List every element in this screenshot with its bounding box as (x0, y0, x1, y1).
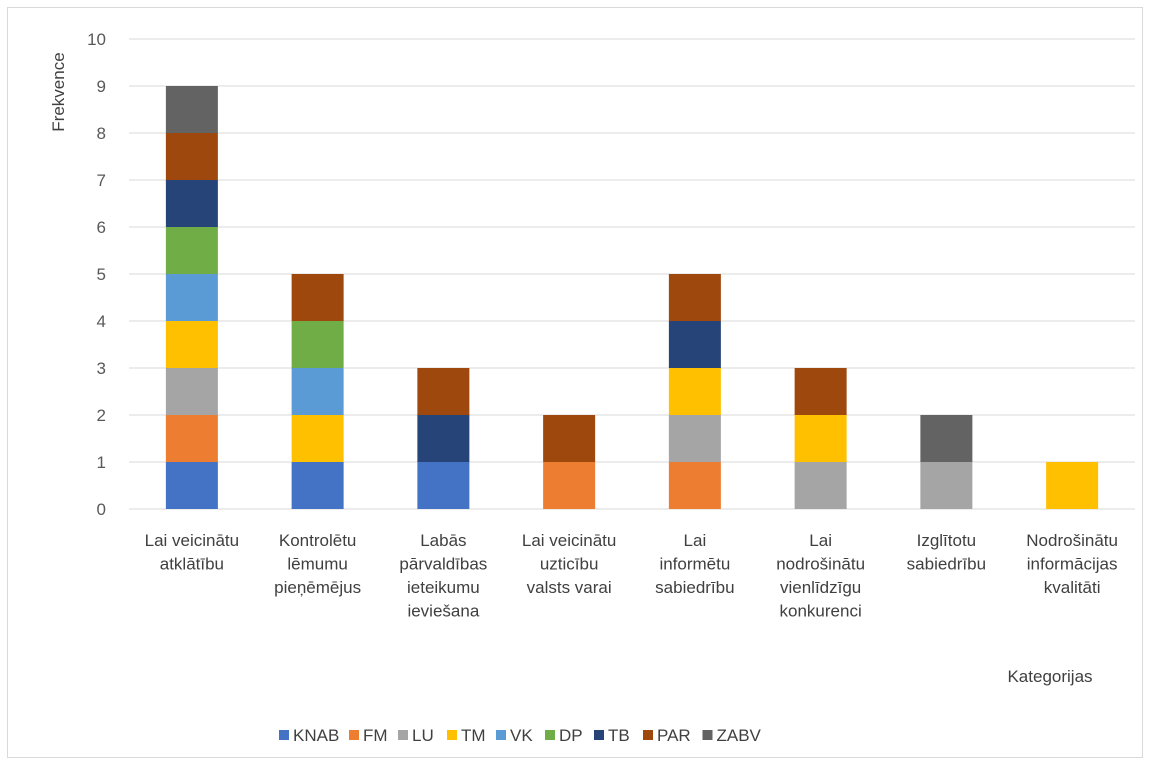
x-category-label: Izglītotu sabiedrību (907, 531, 986, 574)
bar-segment-tb (417, 415, 470, 462)
bar-segment-knab (417, 462, 470, 509)
bar-segment-lu (794, 462, 847, 509)
y-tick-label: 7 (97, 171, 106, 190)
legend-swatch-fm (349, 730, 359, 740)
y-tick-label: 2 (97, 406, 106, 425)
bar-segment-vk (291, 368, 344, 415)
legend-label-knab: KNAB (293, 726, 339, 745)
bar-segment-tb (165, 180, 218, 227)
legend-swatch-tm (447, 730, 457, 740)
bar-segment-dp (165, 227, 218, 274)
bar-segment-zabv (165, 86, 218, 133)
legend-swatch-dp (545, 730, 555, 740)
legend-swatch-par (643, 730, 653, 740)
legend-label-fm: FM (363, 726, 388, 745)
bar-segment-tm (668, 368, 721, 415)
x-axis-title: Kategorijas (1007, 667, 1092, 686)
bar-segment-lu (668, 415, 721, 462)
bar-segment-tb (668, 321, 721, 368)
y-tick-label: 8 (97, 124, 106, 143)
bar-segment-par (165, 133, 218, 180)
bar-segment-knab (291, 462, 344, 509)
x-category-label: Kontrolētu lēmumu pieņēmējus (274, 531, 361, 597)
legend-label-vk: VK (510, 726, 533, 745)
legend-label-par: PAR (657, 726, 691, 745)
legend-label-dp: DP (559, 726, 583, 745)
y-axis-ticks: 0 1 2 3 4 5 6 7 8 9 10 (87, 30, 106, 519)
y-tick-label: 1 (97, 453, 106, 472)
legend-swatch-tb (594, 730, 604, 740)
bar-segment-tm (165, 321, 218, 368)
bar-segment-fm (543, 462, 596, 509)
legend: KNAB FM LU TM VK DP TB PAR ZABV (279, 726, 762, 745)
y-tick-label: 6 (97, 218, 106, 237)
bar-segment-tm (1046, 462, 1099, 509)
y-tick-label: 9 (97, 77, 106, 96)
bar-segment-par (417, 368, 470, 415)
legend-label-lu: LU (412, 726, 434, 745)
gridlines (129, 38, 1135, 510)
y-tick-label: 10 (87, 30, 106, 49)
x-category-label: Lai nodrošinātu vienlīdzīgu konkurenci (776, 531, 865, 621)
x-axis-labels: Lai veicinātu atklātību Kontrolētu lēmumu pi… (145, 531, 1118, 621)
bar-segment-zabv (920, 415, 973, 462)
legend-swatch-lu (398, 730, 408, 740)
bar-segment-par (668, 274, 721, 321)
x-category-label: Lai veicinātu uzticību valsts varai (522, 531, 617, 597)
legend-swatch-zabv (702, 730, 713, 740)
y-tick-label: 5 (97, 265, 106, 284)
bar-segment-lu (920, 462, 973, 509)
x-category-label: Labās pārvaldības ieteikumu ieviešana (399, 531, 487, 621)
bar-segment-fm (165, 415, 218, 462)
bar-segment-tm (291, 415, 344, 462)
bar-segment-par (543, 415, 596, 462)
y-tick-label: 0 (97, 500, 106, 519)
y-tick-label: 3 (97, 359, 106, 378)
bar-segment-vk (165, 274, 218, 321)
legend-swatch-knab (279, 730, 289, 740)
legend-label-tm: TM (461, 726, 486, 745)
bar-segment-lu (165, 368, 218, 415)
y-tick-label: 4 (97, 312, 106, 331)
bar-segment-fm (668, 462, 721, 509)
legend-swatch-vk (496, 730, 506, 740)
x-category-label: Nodrošinātu informācijas kvalitāti (1026, 531, 1118, 597)
y-axis-title: Frekvence (49, 52, 68, 131)
bar-segment-par (794, 368, 847, 415)
x-category-label: Lai informētu sabiedrību (655, 531, 734, 597)
x-category-label: Lai veicinātu atklātību (145, 531, 240, 574)
bar-segment-par (291, 274, 344, 321)
bar-segment-tm (794, 415, 847, 462)
legend-label-tb: TB (608, 726, 630, 745)
bars (165, 86, 1099, 509)
legend-label-zabv: ZABV (717, 726, 762, 745)
bar-segment-dp (291, 321, 344, 368)
bar-segment-knab (165, 462, 218, 509)
